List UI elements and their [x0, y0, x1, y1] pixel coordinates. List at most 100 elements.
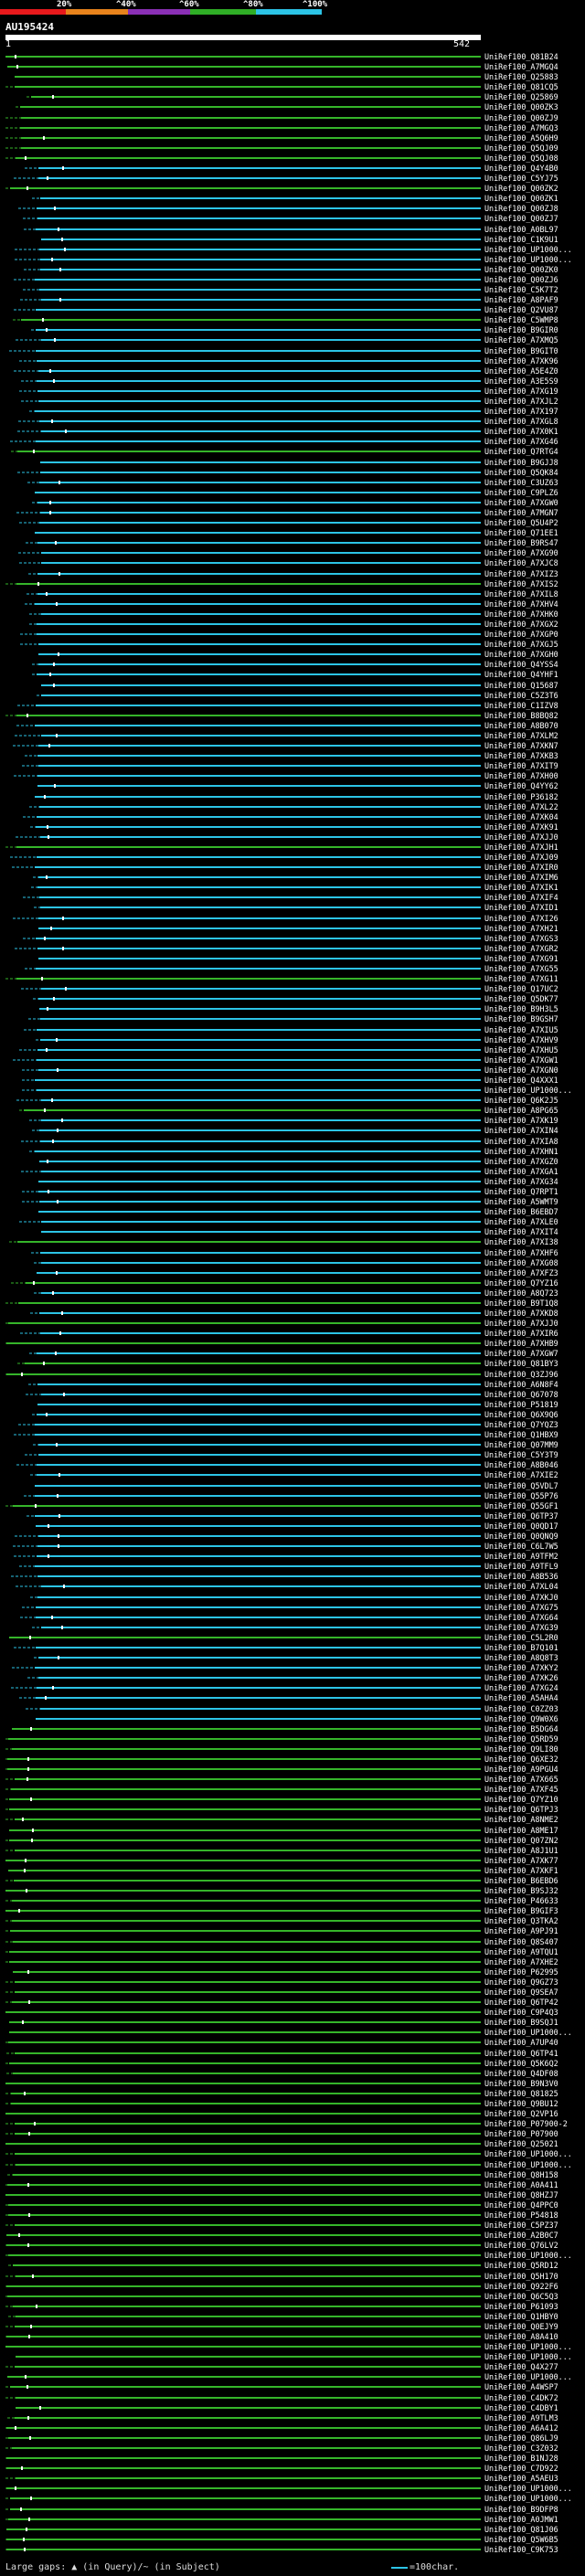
hit-id-label[interactable]: UniRef100_P07900-2 — [484, 2119, 568, 2129]
hit-id-label[interactable]: UniRef100_C5Z3T6 — [484, 690, 558, 700]
hit-id-label[interactable]: UniRef100_A7XI38 — [484, 1237, 558, 1247]
hit-id-label[interactable]: UniRef100_A7XIR6 — [484, 1329, 558, 1339]
hit-id-label[interactable]: UniRef100_P61093 — [484, 2301, 558, 2311]
hit-id-label[interactable]: UniRef100_B8BQ82 — [484, 710, 558, 720]
alignment-row[interactable]: UniRef100_A7XJ09 — [0, 853, 585, 862]
hit-id-label[interactable]: UniRef100_A8PG65 — [484, 1106, 558, 1116]
alignment-row[interactable]: UniRef100_UP1000... — [0, 245, 585, 254]
hit-id-label[interactable]: UniRef100_Q8HZJ7 — [484, 2189, 558, 2200]
hit-id-label[interactable]: UniRef100_A7XGP0 — [484, 630, 558, 640]
alignment-row[interactable]: UniRef100_A7XGS3 — [0, 934, 585, 943]
hit-id-label[interactable]: UniRef100_A7XK77 — [484, 1855, 558, 1865]
alignment-row[interactable]: UniRef100_Q5VDL7 — [0, 1481, 585, 1490]
hit-id-label[interactable]: UniRef100_C5L2R0 — [484, 1632, 558, 1642]
hit-id-label[interactable]: UniRef100_UP1000... — [484, 2494, 572, 2504]
alignment-row[interactable]: UniRef100_A7XK77 — [0, 1856, 585, 1865]
alignment-row[interactable]: UniRef100_A5AEU3 — [0, 2474, 585, 2483]
hit-id-label[interactable]: UniRef100_A5AEU3 — [484, 2474, 558, 2484]
hit-id-label[interactable]: UniRef100_Q0QD17 — [484, 1521, 558, 1531]
alignment-row[interactable]: UniRef100_A7XIZ3 — [0, 569, 585, 578]
hit-id-label[interactable]: UniRef100_B9GSH7 — [484, 1014, 558, 1024]
alignment-row[interactable]: UniRef100_A7MGQ4 — [0, 62, 585, 71]
alignment-row[interactable]: UniRef100_C5WMP8 — [0, 315, 585, 324]
alignment-row[interactable]: UniRef100_Q5QK84 — [0, 468, 585, 477]
alignment-row[interactable]: UniRef100_A9TLM3 — [0, 2413, 585, 2422]
hit-id-label[interactable]: UniRef100_A8NME2 — [484, 1815, 558, 1825]
hit-id-label[interactable]: UniRef100_A7XGX2 — [484, 619, 558, 629]
alignment-row[interactable]: UniRef100_A7X665 — [0, 1775, 585, 1784]
hit-id-label[interactable]: UniRef100_Q67078 — [484, 1389, 558, 1399]
hit-id-label[interactable]: UniRef100_A0BL97 — [484, 224, 558, 234]
alignment-row[interactable]: UniRef100_A8B536 — [0, 1572, 585, 1581]
hit-id-label[interactable]: UniRef100_Q2VP16 — [484, 2109, 558, 2119]
hit-id-label[interactable]: UniRef100_P62995 — [484, 1966, 558, 1977]
hit-id-label[interactable]: UniRef100_B9GIF3 — [484, 1906, 558, 1916]
hit-id-label[interactable]: UniRef100_A7XID1 — [484, 903, 558, 913]
alignment-row[interactable]: UniRef100_A7XH21 — [0, 924, 585, 933]
hit-id-label[interactable]: UniRef100_A7XIA8 — [484, 1136, 558, 1146]
alignment-row[interactable]: UniRef100_A7XIT4 — [0, 1227, 585, 1236]
alignment-row[interactable]: UniRef100_Q5QJ09 — [0, 143, 585, 153]
hit-id-label[interactable]: UniRef100_Q5H170 — [484, 2271, 558, 2281]
alignment-row[interactable]: UniRef100_Q9SEA7 — [0, 1988, 585, 1997]
alignment-row[interactable]: UniRef100_A9TFL9 — [0, 1562, 585, 1571]
alignment-row[interactable]: UniRef100_Q5RD12 — [0, 2261, 585, 2270]
hit-id-label[interactable]: UniRef100_B5DG64 — [484, 1723, 558, 1733]
alignment-row[interactable]: UniRef100_A6A412 — [0, 2423, 585, 2433]
hit-id-label[interactable]: UniRef100_A5AHA4 — [484, 1693, 558, 1703]
hit-id-label[interactable]: UniRef100_A7XG19 — [484, 386, 558, 396]
alignment-row[interactable]: UniRef100_Q07ZN2 — [0, 1836, 585, 1845]
hit-id-label[interactable]: UniRef100_A7UP40 — [484, 2038, 558, 2048]
hit-id-label[interactable]: UniRef100_A7XHV4 — [484, 599, 558, 609]
hit-id-label[interactable]: UniRef100_Q6TP37 — [484, 1511, 558, 1521]
hit-id-label[interactable]: UniRef100_A7XLE0 — [484, 1217, 558, 1227]
hit-id-label[interactable]: UniRef100_C9P4Q3 — [484, 2008, 558, 2018]
hit-id-label[interactable]: UniRef100_C5K7T2 — [484, 285, 558, 295]
alignment-row[interactable]: UniRef100_A7XGH0 — [0, 650, 585, 659]
alignment-row[interactable]: UniRef100_A7XHE2 — [0, 1957, 585, 1966]
alignment-row[interactable]: UniRef100_UP1000... — [0, 2149, 585, 2158]
alignment-row[interactable]: UniRef100_C5Z3T6 — [0, 691, 585, 700]
alignment-row[interactable]: UniRef100_A8J1U1 — [0, 1846, 585, 1855]
alignment-row[interactable]: UniRef100_B9GIT0 — [0, 346, 585, 355]
hit-id-label[interactable]: UniRef100_A7XGJ5 — [484, 640, 558, 650]
hit-id-label[interactable]: UniRef100_A7XI26 — [484, 913, 558, 923]
alignment-row[interactable]: UniRef100_P61093 — [0, 2302, 585, 2311]
alignment-row[interactable]: UniRef100_A7XK96 — [0, 356, 585, 366]
alignment-row[interactable]: UniRef100_A7XHV9 — [0, 1035, 585, 1044]
alignment-row[interactable]: UniRef100_A7XID1 — [0, 903, 585, 912]
alignment-row[interactable]: UniRef100_UP1000... — [0, 2494, 585, 2503]
hit-id-label[interactable]: UniRef100_Q7YZ10 — [484, 1795, 558, 1805]
alignment-row[interactable]: UniRef100_B9GIF3 — [0, 1906, 585, 1915]
alignment-row[interactable]: UniRef100_Q00ZK1 — [0, 194, 585, 203]
hit-id-label[interactable]: UniRef100_Q00ZK0 — [484, 264, 558, 274]
alignment-row[interactable]: UniRef100_Q7RPT1 — [0, 1187, 585, 1196]
alignment-row[interactable]: UniRef100_UP1000... — [0, 2251, 585, 2260]
hit-id-label[interactable]: UniRef100_A8A410 — [484, 2332, 558, 2342]
hit-id-label[interactable]: UniRef100_Q7YQZ3 — [484, 1420, 558, 1430]
hit-id-label[interactable]: UniRef100_A7XK19 — [484, 1116, 558, 1126]
alignment-row[interactable]: UniRef100_A7XGL8 — [0, 417, 585, 426]
hit-id-label[interactable]: UniRef100_C3Z032 — [484, 2443, 558, 2454]
alignment-row[interactable]: UniRef100_Q00ZK2 — [0, 184, 585, 193]
hit-id-label[interactable]: UniRef100_B7Q101 — [484, 1642, 558, 1652]
alignment-row[interactable]: UniRef100_A7XG39 — [0, 1623, 585, 1632]
alignment-row[interactable]: UniRef100_Q4XXX1 — [0, 1076, 585, 1085]
alignment-row[interactable]: UniRef100_A7XH00 — [0, 771, 585, 780]
alignment-row[interactable]: UniRef100_C7D922 — [0, 2464, 585, 2473]
alignment-row[interactable]: UniRef100_Q4PPC0 — [0, 2200, 585, 2210]
alignment-row[interactable]: UniRef100_A2B0C7 — [0, 2231, 585, 2240]
alignment-row[interactable]: UniRef100_Q55P76 — [0, 1491, 585, 1500]
alignment-row[interactable]: UniRef100_C5K7T2 — [0, 285, 585, 294]
alignment-row[interactable]: UniRef100_A7XG64 — [0, 1613, 585, 1622]
hit-id-label[interactable]: UniRef100_B9SQJ1 — [484, 2018, 558, 2028]
hit-id-label[interactable]: UniRef100_Q17UC2 — [484, 984, 558, 994]
alignment-row[interactable]: UniRef100_A7XKY2 — [0, 1663, 585, 1672]
alignment-row[interactable]: UniRef100_Q9BU12 — [0, 2099, 585, 2108]
hit-id-label[interactable]: UniRef100_Q15687 — [484, 680, 558, 690]
hit-id-label[interactable]: UniRef100_A8Q8T3 — [484, 1653, 558, 1663]
hit-id-label[interactable]: UniRef100_A7XL04 — [484, 1582, 558, 1592]
alignment-row[interactable]: UniRef100_Q5QJ08 — [0, 154, 585, 163]
hit-id-label[interactable]: UniRef100_Q5VDL7 — [484, 1480, 558, 1490]
hit-id-label[interactable]: UniRef100_A7XIN4 — [484, 1126, 558, 1136]
